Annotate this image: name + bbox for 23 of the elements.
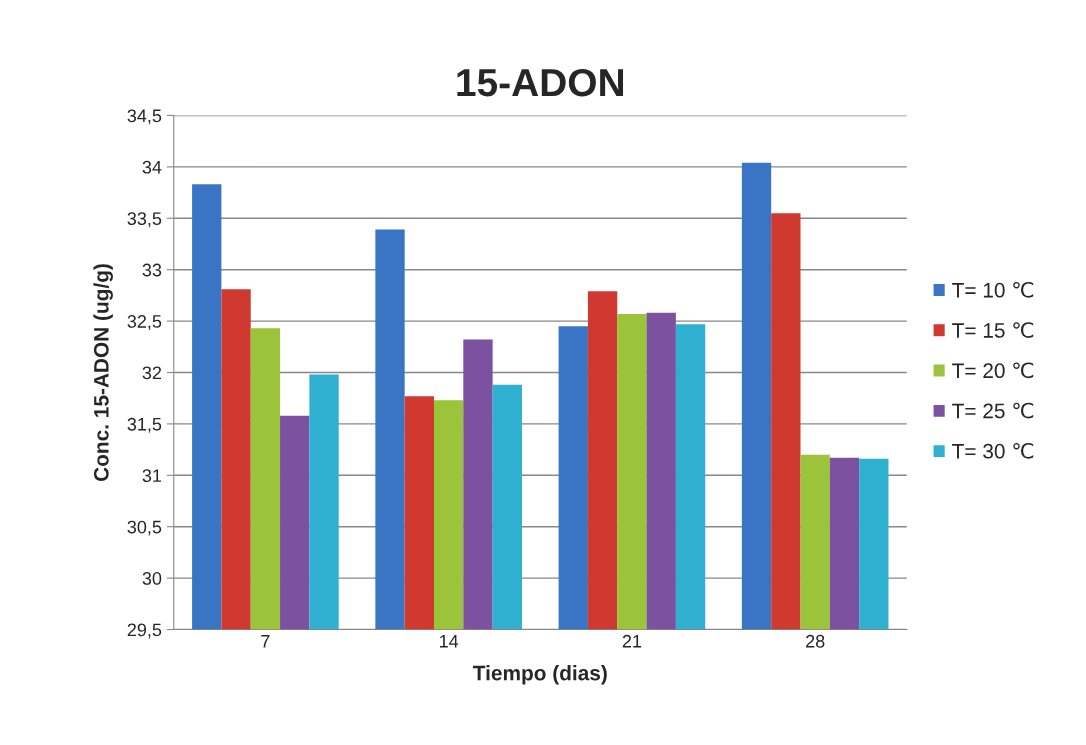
y-tick-label: 33: [142, 263, 162, 277]
x-tick-label: 28: [806, 634, 825, 648]
y-tick-label: 29,5: [127, 623, 162, 639]
chart-title: 15-ADON: [457, 68, 624, 97]
y-tick-label: 34: [142, 160, 162, 174]
legend-label: T= 20 ℃: [952, 362, 1034, 379]
legend-label: T= 25 ℃: [952, 402, 1034, 419]
x-tick-label: 21: [622, 634, 642, 648]
x-axis-title: Tiempo (dias): [472, 665, 607, 685]
legend-label: T= 15 ℃: [952, 322, 1034, 338]
y-tick-label: 30,5: [127, 520, 162, 536]
legend-label: T= 30 ℃: [952, 442, 1034, 459]
y-axis-title: Conc. 15-ADON (ug/g): [93, 264, 113, 482]
x-tick-label: 14: [439, 635, 459, 648]
y-tick-label: 31,5: [127, 417, 162, 433]
legend-label: T= 10 ℃: [952, 281, 1034, 298]
y-tick-label: 34,5: [127, 109, 162, 125]
x-tick-label: 7: [261, 635, 270, 648]
y-tick-label: 33,5: [127, 212, 162, 228]
y-tick-label: 32: [142, 366, 162, 380]
y-tick-label: 31: [142, 469, 162, 483]
y-tick-label: 32,5: [127, 315, 162, 330]
y-tick-label: 30: [142, 572, 162, 585]
